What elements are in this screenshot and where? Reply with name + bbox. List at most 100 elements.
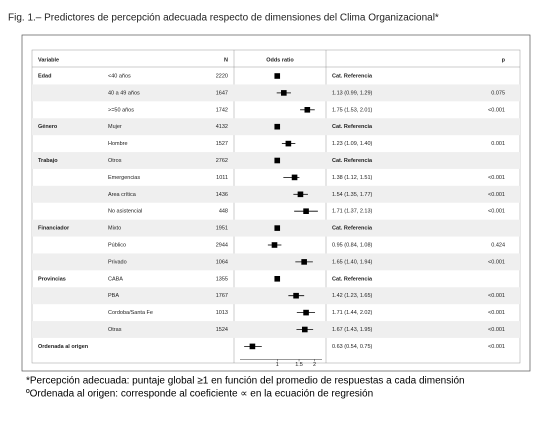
estimate-marker bbox=[285, 140, 292, 147]
category-label: Privado bbox=[108, 259, 127, 265]
estimate-label: 0.95 (0.84, 1.08) bbox=[332, 242, 373, 248]
estimate-marker bbox=[303, 309, 309, 316]
row-shade bbox=[32, 185, 520, 203]
estimate-label: 1.38 (1.12, 1.51) bbox=[332, 175, 373, 181]
p-value: <0.001 bbox=[488, 107, 505, 113]
estimate-label: Cat. Referencia bbox=[332, 276, 373, 282]
row-shade bbox=[32, 321, 520, 338]
estimate-marker bbox=[304, 107, 311, 113]
table-frame bbox=[31, 49, 521, 364]
x-tick-label: 1.5 bbox=[295, 362, 303, 368]
estimate-label: 0.63 (0.54, 0.75) bbox=[332, 344, 373, 350]
group-label: Edad bbox=[38, 73, 51, 79]
estimate-label: Cat. Referencia bbox=[332, 226, 373, 232]
n-value: 4132 bbox=[216, 124, 228, 130]
estimate-label: 1.23 (1.09, 1.40) bbox=[332, 141, 373, 147]
p-value: <0.001 bbox=[488, 175, 505, 181]
header: Odds ratio bbox=[266, 57, 294, 63]
n-value: 2762 bbox=[216, 158, 228, 164]
p-value: 0.075 bbox=[491, 90, 505, 96]
n-value: 1013 bbox=[216, 310, 228, 316]
n-value: 1647 bbox=[216, 90, 228, 96]
estimate-marker bbox=[302, 326, 308, 333]
n-value: 2220 bbox=[216, 73, 228, 79]
category-label: Otras bbox=[108, 327, 122, 333]
estimate-label: 1.75 (1.53, 2.01) bbox=[332, 107, 373, 113]
p-value: <0.001 bbox=[488, 344, 505, 350]
estimate-marker bbox=[274, 276, 281, 282]
row-shade bbox=[32, 287, 520, 305]
footnote: *Percepción adecuada: puntaje global ≥1 … bbox=[26, 376, 465, 387]
estimate-label: 1.71 (1.37, 2.13) bbox=[332, 209, 373, 215]
estimate-marker bbox=[249, 343, 256, 350]
category-label: Público bbox=[108, 242, 126, 248]
estimate-label: 1.54 (1.35, 1.77) bbox=[332, 192, 373, 198]
header: Variable bbox=[38, 57, 59, 63]
p-value: 0.001 bbox=[491, 141, 505, 147]
p-value: <0.001 bbox=[488, 209, 505, 215]
group-label: Ordenada al origen bbox=[38, 344, 89, 350]
category-label: Mixto bbox=[108, 226, 121, 232]
category-label: <40 años bbox=[108, 73, 131, 79]
x-tick-label: 1 bbox=[276, 362, 279, 368]
p-value: <0.001 bbox=[488, 293, 505, 299]
estimate-label: Cat. Referencia bbox=[332, 124, 373, 130]
category-label: Cordoba/Santa Fe bbox=[108, 310, 153, 316]
row-shade bbox=[32, 253, 520, 271]
estimate-label: 1.13 (0.99, 1.29) bbox=[332, 90, 373, 96]
n-value: 448 bbox=[219, 209, 228, 215]
category-label: 40 a 49 años bbox=[108, 90, 140, 96]
n-value: 1951 bbox=[216, 226, 228, 232]
estimate-marker bbox=[274, 225, 281, 231]
chart-title: Fig. 1.– Predictores de percepción adecu… bbox=[8, 13, 439, 24]
n-value: 1742 bbox=[216, 107, 228, 113]
p-value: <0.001 bbox=[488, 310, 505, 316]
figure-frame bbox=[21, 34, 531, 372]
category-label: CABA bbox=[108, 276, 123, 282]
estimate-label: 1.65 (1.40, 1.94) bbox=[332, 259, 373, 265]
header: p bbox=[502, 57, 506, 63]
category-label: PBA bbox=[108, 293, 119, 299]
n-value: 1767 bbox=[216, 293, 228, 299]
category-label: Mujer bbox=[108, 124, 122, 130]
estimate-marker bbox=[271, 242, 278, 248]
estimate-marker bbox=[291, 174, 298, 181]
n-value: 1436 bbox=[216, 192, 228, 198]
header: N bbox=[224, 57, 228, 63]
estimate-label: Cat. Referencia bbox=[332, 73, 373, 79]
n-value: 2944 bbox=[216, 242, 228, 248]
n-value: 1064 bbox=[216, 259, 228, 265]
category-label: No asistencial bbox=[108, 209, 142, 215]
estimate-label: 1.71 (1.44, 2.02) bbox=[332, 310, 373, 316]
group-label: Provincias bbox=[38, 276, 66, 282]
category-label: Area crítica bbox=[108, 192, 137, 198]
n-value: 1011 bbox=[216, 175, 228, 181]
p-value: <0.001 bbox=[488, 327, 505, 333]
group-label: Financiador bbox=[38, 226, 70, 232]
estimate-marker bbox=[281, 90, 287, 96]
p-value: <0.001 bbox=[488, 192, 505, 198]
estimate-label: Cat. Referencia bbox=[332, 158, 373, 164]
category-label: Hombre bbox=[108, 141, 128, 147]
x-tick-label: 2 bbox=[313, 362, 316, 368]
group-label: Género bbox=[38, 124, 58, 130]
n-value: 1355 bbox=[216, 276, 228, 282]
footnote: ºOrdenada al origen: corresponde al coef… bbox=[26, 389, 373, 400]
estimate-label: 1.42 (1.23, 1.65) bbox=[332, 293, 373, 299]
row-shade bbox=[32, 84, 520, 102]
category-label: Emergencias bbox=[108, 175, 140, 181]
estimate-marker bbox=[293, 292, 299, 299]
estimate-marker bbox=[297, 191, 304, 198]
group-label: Trabajo bbox=[38, 158, 58, 164]
n-value: 1524 bbox=[216, 327, 228, 333]
category-label: >=50 años bbox=[108, 107, 134, 113]
p-value: 0.424 bbox=[491, 242, 505, 248]
estimate-label: 1.67 (1.43, 1.95) bbox=[332, 327, 373, 333]
estimate-marker bbox=[274, 157, 281, 164]
estimate-marker bbox=[274, 123, 281, 130]
estimate-marker bbox=[303, 208, 309, 214]
estimate-marker bbox=[301, 259, 307, 265]
p-value: <0.001 bbox=[488, 259, 505, 265]
category-label: Otros bbox=[108, 158, 122, 164]
